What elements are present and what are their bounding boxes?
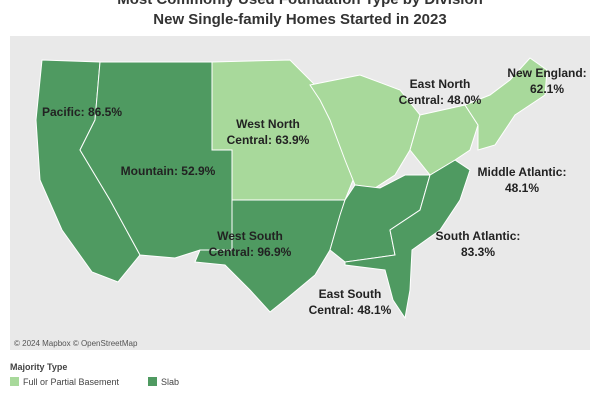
division-label: West North (236, 117, 300, 131)
title-line: Most Commonly Used Foundation Type by Di… (117, 0, 483, 8)
division-label: Pacific: 86.5% (42, 105, 122, 119)
division-label: South Atlantic: (436, 229, 521, 243)
legend-swatch (10, 377, 19, 386)
division-label: New England: (507, 66, 586, 80)
legend-swatch (148, 377, 157, 386)
attribution: © 2024 Mapbox © OpenStreetMap (14, 339, 138, 348)
division-label: East North (410, 77, 471, 91)
division-label: Central: 63.9% (227, 133, 310, 147)
legend-label: Full or Partial Basement (23, 377, 120, 387)
title-line: New Single-family Homes Started in 2023 (153, 11, 446, 28)
legend-title: Majority Type (10, 362, 67, 372)
division-label: Central: 48.1% (309, 303, 392, 317)
division-label: Mountain: 52.9% (121, 164, 216, 178)
division-label: Central: 48.0% (399, 93, 482, 107)
division-label: East South (319, 287, 382, 301)
division-label: Middle Atlantic: (478, 165, 567, 179)
division-shape (464, 57, 548, 151)
division-shape (309, 74, 421, 189)
divisions (35, 57, 548, 320)
division-label: West South (217, 229, 283, 243)
division-label: 83.3% (461, 245, 495, 259)
division-label: 48.1% (505, 181, 539, 195)
division-label: Central: 96.9% (209, 245, 292, 259)
division-label: 62.1% (530, 82, 564, 96)
division-shape (344, 159, 471, 320)
legend-label: Slab (161, 377, 179, 387)
